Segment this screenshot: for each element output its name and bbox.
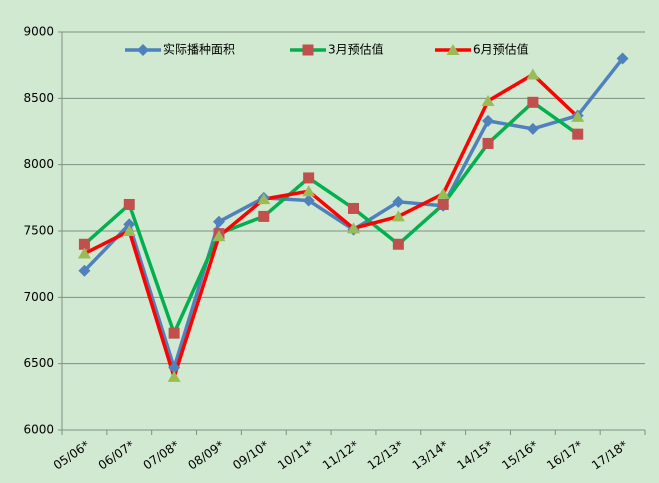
legend-marker — [137, 44, 149, 56]
marker — [78, 238, 90, 250]
legend-label: 实际播种面积 — [163, 42, 235, 57]
marker — [482, 137, 494, 149]
marker — [123, 218, 136, 231]
marker — [257, 193, 271, 205]
legend-label: 6月预估值 — [473, 42, 529, 57]
marker — [571, 110, 585, 122]
marker — [572, 128, 584, 140]
marker — [392, 238, 404, 250]
marker — [212, 215, 225, 228]
y-tick-label: 8000 — [23, 157, 54, 171]
marker — [122, 225, 136, 236]
marker — [347, 222, 360, 234]
legend-marker — [446, 44, 460, 55]
marker — [123, 198, 135, 210]
marker — [77, 247, 91, 259]
marker — [303, 172, 315, 184]
marker — [526, 68, 540, 80]
marker — [212, 230, 226, 242]
marker — [391, 210, 405, 222]
marker — [168, 361, 181, 374]
marker — [258, 210, 270, 222]
y-tick-label: 6000 — [23, 423, 54, 437]
series-line — [83, 72, 579, 379]
marker — [481, 94, 495, 106]
marker — [392, 195, 405, 208]
y-tick-label: 8500 — [23, 91, 54, 105]
y-tick-label: 7500 — [23, 224, 54, 238]
y-tick-label: 6500 — [23, 356, 54, 370]
marker — [302, 185, 316, 197]
y-tick-label: 9000 — [23, 25, 54, 39]
marker — [167, 370, 181, 382]
marker — [78, 264, 91, 277]
marker — [616, 52, 629, 65]
marker — [526, 122, 539, 135]
series-line — [83, 100, 579, 335]
y-tick-label: 7000 — [23, 290, 54, 304]
marker — [436, 187, 450, 199]
marker — [437, 198, 449, 210]
marker — [482, 114, 495, 127]
marker — [302, 194, 315, 207]
marker — [527, 96, 539, 108]
legend-label: 3月预估值 — [328, 42, 384, 57]
legend-marker — [302, 44, 314, 56]
marker — [348, 202, 359, 214]
marker — [168, 327, 180, 339]
